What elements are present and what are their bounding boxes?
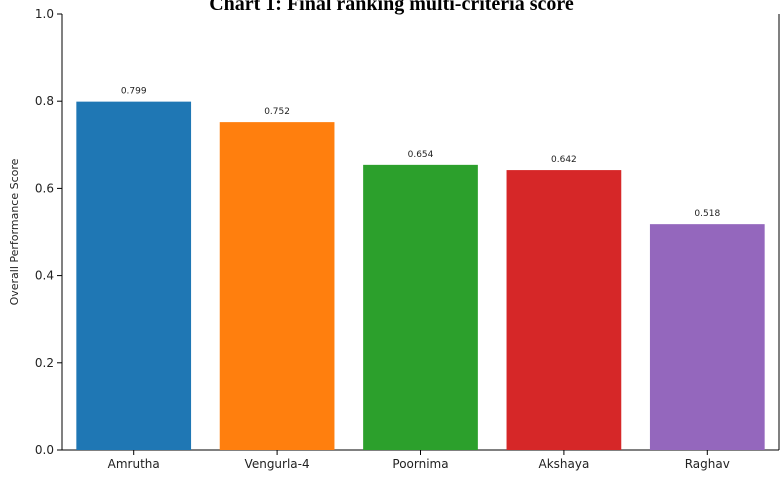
y-tick-label: 0.4 [35, 269, 54, 283]
x-tick-label: Amrutha [108, 457, 160, 471]
y-axis-label: Overall Performance Score [8, 158, 21, 305]
bar-akshaya [506, 170, 622, 450]
x-tick-label: Vengurla-4 [245, 457, 310, 471]
y-tick-label: 0.6 [35, 181, 54, 195]
y-tick-label: 0.2 [35, 356, 54, 370]
bar-raghav [649, 224, 765, 450]
y-tick-label: 0.8 [35, 94, 54, 108]
bar-value-label: 0.752 [264, 107, 290, 117]
bar-poornima [363, 164, 478, 450]
bar-vengurla-4 [219, 122, 335, 451]
bar-value-label: 0.518 [694, 209, 720, 219]
bar-value-label: 0.654 [408, 150, 434, 160]
x-tick-label: Poornima [392, 457, 448, 471]
bar-amrutha [76, 101, 192, 451]
x-tick-label: Raghav [685, 457, 730, 471]
labels: 0.0 0.2 0.4 0.6 0.8 1.0 Overall Performance Sc… [8, 7, 730, 471]
chart-title: Chart 1: Final ranking multi-criteria sc… [209, 0, 574, 15]
bar-value-label: 0.642 [551, 155, 577, 165]
x-tick-label: Akshaya [538, 457, 589, 471]
y-tick-label: 1.0 [35, 7, 54, 21]
bar-value-label: 0.799 [121, 87, 147, 97]
y-tick-label: 0.0 [35, 443, 54, 457]
bars [76, 101, 765, 451]
